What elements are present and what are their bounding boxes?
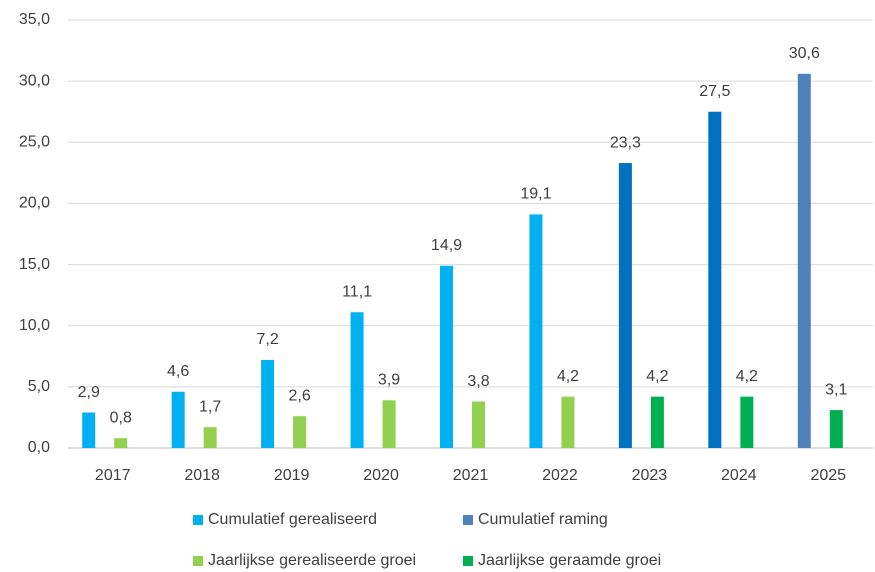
x-tick-label: 2018 bbox=[184, 467, 220, 484]
bar bbox=[797, 73, 811, 448]
x-tick-label: 2024 bbox=[721, 467, 757, 484]
bar bbox=[529, 214, 543, 448]
y-tick-label: 10,0 bbox=[19, 317, 50, 334]
data-label: 27,5 bbox=[699, 83, 730, 100]
bar bbox=[708, 111, 722, 448]
bar bbox=[440, 265, 453, 448]
data-label: 4,2 bbox=[736, 368, 758, 385]
bar bbox=[561, 396, 575, 448]
legend-label: Jaarlijkse geraamde groei bbox=[478, 552, 661, 569]
data-label: 19,1 bbox=[520, 186, 551, 203]
x-tick-label: 2020 bbox=[363, 467, 399, 484]
data-label: 4,2 bbox=[646, 368, 668, 385]
x-tick-label: 2023 bbox=[632, 467, 668, 484]
bar bbox=[650, 396, 664, 448]
data-label: 0,8 bbox=[110, 409, 132, 426]
bar bbox=[114, 438, 128, 448]
x-tick-label: 2017 bbox=[95, 467, 131, 484]
legend-label: Jaarlijkse gerealiseerde groei bbox=[208, 552, 416, 569]
data-label: 7,2 bbox=[256, 331, 278, 348]
legend-label: Cumulatief raming bbox=[478, 511, 608, 528]
x-tick-label: 2019 bbox=[274, 467, 310, 484]
bar bbox=[472, 401, 485, 448]
legend-label: Cumulatief gerealiseerd bbox=[208, 511, 377, 528]
data-label: 11,1 bbox=[342, 283, 372, 300]
bar bbox=[829, 410, 843, 448]
y-tick-label: 5,0 bbox=[28, 378, 50, 395]
data-label: 23,3 bbox=[610, 134, 641, 151]
data-label: 2,6 bbox=[288, 387, 310, 404]
legend-swatch bbox=[463, 556, 473, 566]
bar bbox=[261, 359, 275, 448]
data-label: 4,6 bbox=[167, 363, 189, 380]
data-label: 3,9 bbox=[378, 372, 400, 389]
y-tick-label: 30,0 bbox=[19, 72, 50, 89]
legend-swatch bbox=[463, 515, 473, 525]
bar bbox=[618, 163, 632, 448]
y-tick-label: 0,0 bbox=[28, 439, 50, 456]
x-tick-label: 2022 bbox=[542, 467, 578, 484]
bar bbox=[171, 391, 185, 448]
bar bbox=[350, 312, 364, 448]
y-tick-label: 15,0 bbox=[19, 256, 50, 273]
y-tick-label: 35,0 bbox=[19, 11, 50, 28]
data-label: 4,2 bbox=[557, 368, 579, 385]
data-label: 1,7 bbox=[199, 398, 221, 415]
y-tick-label: 20,0 bbox=[19, 195, 50, 212]
data-label: 14,9 bbox=[431, 237, 462, 254]
bar bbox=[293, 416, 307, 448]
legend-swatch bbox=[193, 515, 203, 525]
x-tick-label: 2021 bbox=[453, 467, 489, 484]
data-label: 3,1 bbox=[825, 381, 847, 398]
bar bbox=[82, 412, 96, 448]
x-tick-label: 2025 bbox=[810, 467, 846, 484]
y-tick-label: 25,0 bbox=[19, 134, 50, 151]
data-label: 2,9 bbox=[78, 384, 100, 401]
bar bbox=[382, 400, 396, 448]
legend-swatch bbox=[193, 556, 203, 566]
data-label: 3,8 bbox=[467, 373, 489, 390]
data-label: 30,6 bbox=[789, 45, 820, 62]
bar bbox=[203, 427, 217, 448]
bar bbox=[740, 396, 754, 448]
